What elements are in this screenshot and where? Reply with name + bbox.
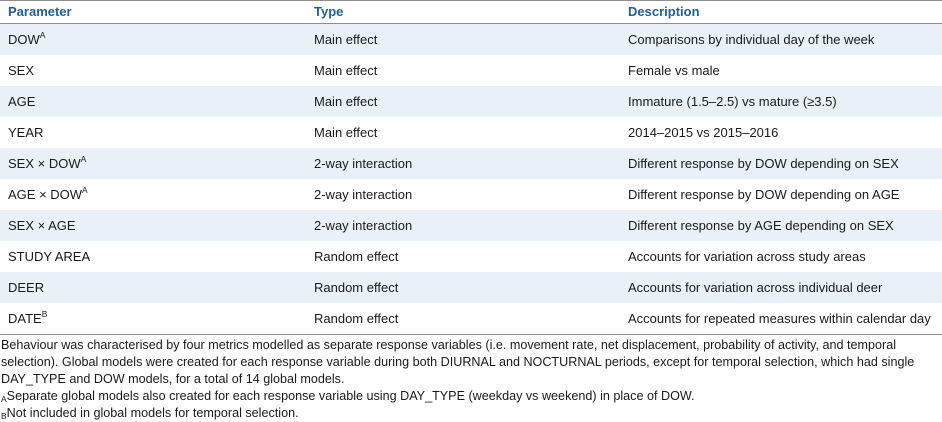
table-row: DATEB Random effect Accounts for repeated … <box>0 303 942 335</box>
header-type: Type <box>314 4 344 19</box>
cell-description: Accounts for variation across study area… <box>628 249 866 264</box>
footnote-mark: A <box>80 154 87 164</box>
note-a-text: Separate global models also created for … <box>6 389 695 403</box>
cell-type: Random effect <box>314 311 399 326</box>
cell-type: Random effect <box>314 280 399 295</box>
header-description: Description <box>628 4 700 19</box>
table-row: DOWA Main effect Comparisons by individual… <box>0 23 942 56</box>
cell-description: Different response by DOW depending on A… <box>628 187 900 202</box>
header-parameter: Parameter <box>8 4 72 19</box>
cell-type: 2-way interaction <box>314 187 413 202</box>
cell-parameter: YEAR <box>0 117 306 148</box>
cell-type: Main effect <box>314 63 378 78</box>
note-b-text: Not included in global models for tempor… <box>6 406 299 420</box>
cell-description: Different response by AGE depending on S… <box>628 218 894 233</box>
table-header: Parameter Type Description <box>0 0 942 24</box>
footnote-mark: A <box>82 185 88 195</box>
table-row: AGE × DOWA 2-way interaction Different res… <box>0 179 942 210</box>
cell-type: Main effect <box>314 32 378 47</box>
table-row: SEX × DOWA 2-way interaction Different res… <box>0 148 942 179</box>
cell-description: Comparisons by individual day of the wee… <box>628 32 875 47</box>
cell-parameter: SEX × DOWA <box>0 148 306 179</box>
table-body: DOWA Main effect Comparisons by individual… <box>0 23 942 335</box>
data-table-container: Parameter Type Description DOWA Main effe… <box>0 0 942 335</box>
cell-type: Random effect <box>314 249 399 264</box>
header-row: Parameter Type Description <box>0 0 942 24</box>
cell-parameter: SEX <box>0 55 306 86</box>
cell-parameter: AGE <box>0 86 306 117</box>
cell-type: Main effect <box>314 94 378 109</box>
cell-parameter: STUDY AREA <box>0 241 306 272</box>
cell-description: Female vs male <box>628 63 720 78</box>
cell-parameter: DEER <box>0 272 306 303</box>
cell-type: 2-way interaction <box>314 156 413 171</box>
cell-description: Different response by DOW depending on S… <box>628 156 899 171</box>
parameter-text: SEX <box>8 63 35 78</box>
footnote-mark: B <box>41 309 48 319</box>
parameter-table: Parameter Type Description DOWA Main effe… <box>0 0 942 335</box>
cell-parameter: DOWA <box>0 24 306 56</box>
cell-description: Accounts for repeated measures within ca… <box>628 311 931 326</box>
parameter-text: AGE <box>8 94 36 109</box>
cell-type: 2-way interaction <box>314 218 413 233</box>
parameter-text: DATE <box>8 311 42 326</box>
cell-parameter: AGE × DOWA <box>0 179 306 210</box>
note-b: BNot included in global models for tempo… <box>0 405 942 422</box>
cell-parameter: SEX × AGE <box>0 210 306 241</box>
table-row: YEAR Main effect 2014–2015 vs 2015–2016 <box>0 117 942 148</box>
parameter-text: STUDY AREA <box>8 249 91 264</box>
table-row: STUDY AREA Random effect Accounts for vari… <box>0 241 942 272</box>
note-main: Behaviour was characterised by four metr… <box>1 338 915 386</box>
cell-description: Immature (1.5–2.5) vs mature (≥3.5) <box>628 94 837 109</box>
table-row: SEX × AGE 2-way interaction Different resp… <box>0 210 942 241</box>
table-row: SEX Main effect Female vs male <box>0 55 942 86</box>
note-b-mark: B <box>1 411 7 421</box>
cell-parameter: DATEB <box>0 303 306 335</box>
parameter-text: YEAR <box>8 125 44 140</box>
parameter-text: SEX × AGE <box>8 218 76 233</box>
parameter-text: DEER <box>8 280 45 295</box>
cell-description: Accounts for variation across individual… <box>628 280 883 295</box>
table-notes: Behaviour was characterised by four metr… <box>0 337 942 422</box>
note-a-mark: A <box>1 394 7 404</box>
cell-description: 2014–2015 vs 2015–2016 <box>628 125 779 140</box>
cell-type: Main effect <box>314 125 378 140</box>
table-row: DEER Random effect Accounts for variation … <box>0 272 942 303</box>
parameter-text: AGE × DOW <box>8 187 83 202</box>
table-row: AGE Main effect Immature (1.5–2.5) vs matu… <box>0 86 942 117</box>
footnote-mark: A <box>39 30 46 40</box>
parameter-text: SEX × DOW <box>8 156 81 171</box>
parameter-text: DOW <box>8 32 40 47</box>
note-a: ASeparate global models also created for… <box>0 388 942 405</box>
